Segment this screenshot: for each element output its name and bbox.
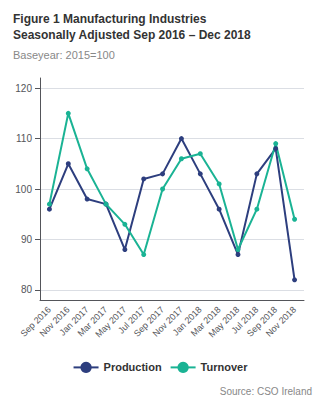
svg-text:Nov 2016: Nov 2016 [37,304,72,339]
svg-text:Jul 2018: Jul 2018 [229,304,261,336]
svg-text:Nov 2018: Nov 2018 [264,304,298,338]
svg-text:110: 110 [16,133,32,144]
svg-text:100: 100 [15,184,32,195]
svg-text:Sep 2017: Sep 2017 [131,304,167,339]
svg-text:May 2018: May 2018 [206,304,242,340]
svg-text:Mar 2017: Mar 2017 [75,304,110,339]
svg-text:Mar 2018: Mar 2018 [188,304,223,339]
svg-text:80: 80 [21,284,33,295]
svg-text:May 2017: May 2017 [93,304,129,340]
svg-text:Production: Production [104,361,162,373]
svg-text:Nov 2017: Nov 2017 [150,304,185,339]
svg-text:Source: CSO Ireland: Source: CSO Ireland [220,386,312,397]
svg-text:Figure 1 Manufacturing Industr: Figure 1 Manufacturing Industries [13,12,207,26]
svg-text:Sep 2016: Sep 2016 [18,304,53,339]
svg-text:120: 120 [15,83,32,94]
svg-text:90: 90 [21,234,33,245]
svg-text:Turnover: Turnover [201,361,249,373]
svg-text:Jul 2017: Jul 2017 [116,304,148,336]
svg-text:Jan 2018: Jan 2018 [170,304,204,338]
svg-text:Jan 2017: Jan 2017 [57,304,91,338]
svg-text:Sep 2018: Sep 2018 [245,304,280,339]
svg-text:Seasonally Adjusted Sep 2016 –: Seasonally Adjusted Sep 2016 – Dec 2018 [13,28,251,42]
svg-text:Baseyear: 2015=100: Baseyear: 2015=100 [13,49,115,61]
